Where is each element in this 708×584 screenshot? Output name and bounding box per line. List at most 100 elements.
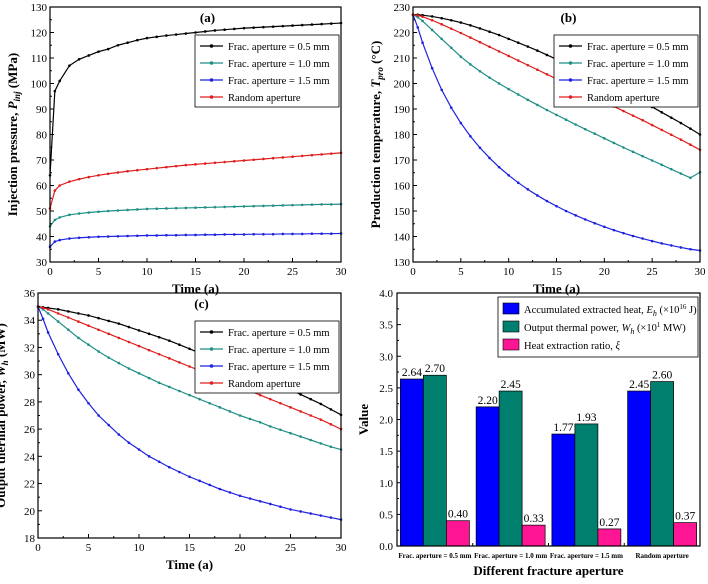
data-point	[87, 235, 91, 239]
bar-value-label: 2.45	[501, 379, 521, 391]
series-line-c-1	[37, 306, 342, 451]
x-tick-label: 5	[96, 266, 102, 278]
data-point	[127, 340, 131, 344]
data-point	[188, 347, 191, 351]
legend-swatch-marker	[209, 95, 214, 99]
data-point	[631, 114, 635, 117]
data-point	[329, 516, 333, 519]
data-point	[299, 393, 302, 396]
data-point	[77, 336, 80, 340]
data-point	[329, 423, 333, 426]
data-point	[56, 352, 60, 356]
data-point	[421, 41, 424, 44]
data-point	[174, 164, 178, 168]
data-point	[41, 306, 45, 310]
data-point	[223, 205, 226, 209]
bar-value-label: 1.77	[553, 422, 573, 434]
data-point	[631, 234, 635, 238]
series-line-b-1	[412, 14, 701, 179]
y-tick-label: 32	[24, 342, 35, 354]
data-point	[310, 23, 314, 26]
data-point	[252, 232, 255, 236]
data-point	[87, 54, 91, 57]
bar-d-s0-c3	[627, 390, 651, 547]
data-point	[478, 27, 482, 30]
data-point	[281, 232, 285, 236]
x-tick-label: 15	[190, 266, 202, 278]
data-point	[291, 203, 294, 207]
y-tick-label: 34	[24, 315, 36, 327]
data-point	[223, 233, 226, 236]
data-point	[87, 343, 90, 347]
data-point	[165, 34, 168, 37]
panel-c: 0 5 10 15 20 25 30 18 20 22 24 26 28 30 32 34 36 Time (a)…	[0, 288, 347, 572]
data-point	[459, 21, 463, 24]
data-point	[147, 348, 151, 352]
bar-value-label: 1.93	[576, 412, 596, 424]
legend-entry: Output thermal power, Wh (×101 MW)	[524, 321, 686, 336]
y-tick-label: 150	[394, 206, 411, 218]
data-point	[97, 235, 100, 239]
x-tick-label: 15	[551, 266, 563, 278]
x-category-label: Frac. aperture = 0.5 mm	[398, 552, 471, 560]
data-point	[271, 204, 275, 207]
series-c-1	[36, 305, 343, 451]
data-point	[233, 159, 236, 163]
data-point	[242, 205, 246, 208]
data-point	[208, 401, 211, 405]
data-point	[689, 247, 692, 251]
bar-value-label: 0.33	[524, 513, 544, 525]
data-point	[320, 153, 323, 156]
legend-swatch-marker	[209, 347, 214, 351]
data-point	[145, 167, 149, 171]
data-point	[679, 138, 683, 141]
data-point	[155, 207, 158, 211]
legend-entry: Random aperture	[228, 379, 301, 390]
y-tick-label: 230	[394, 2, 411, 14]
x-tick-label: 5	[458, 266, 464, 278]
x-tick-label: 10	[503, 266, 515, 278]
data-point	[319, 514, 323, 517]
x-tick-label: 30	[695, 266, 707, 278]
data-point	[262, 25, 265, 29]
data-point	[168, 385, 171, 389]
data-point	[279, 428, 282, 432]
data-point	[77, 57, 81, 61]
data-point	[262, 232, 265, 236]
data-point	[218, 487, 222, 491]
data-point	[252, 158, 255, 162]
data-point	[137, 448, 141, 451]
data-point	[660, 128, 664, 132]
data-point	[309, 397, 313, 401]
data-point	[319, 442, 323, 445]
series-a-3	[48, 151, 343, 210]
data-point	[46, 331, 50, 334]
series-line-b-3	[412, 14, 701, 151]
data-point	[252, 204, 255, 208]
bar-d-s1-c3	[650, 381, 674, 547]
legend-entry: Accumulated extracted heat, Eh (×1016 J)	[524, 303, 697, 318]
data-point	[116, 171, 120, 174]
data-point	[262, 204, 265, 208]
y-tick-label: 220	[394, 28, 411, 40]
data-point	[689, 176, 692, 180]
data-point	[583, 218, 587, 221]
series-a-1	[48, 202, 343, 228]
y-tick-label: 22	[24, 479, 35, 491]
legend-swatch-marker	[568, 61, 573, 65]
data-point	[136, 234, 139, 238]
y-tick-label: 30	[24, 370, 36, 382]
data-point	[574, 123, 577, 126]
data-point	[320, 22, 323, 26]
data-point	[271, 156, 275, 160]
data-point	[603, 137, 606, 140]
bar-d-s0-c0	[400, 378, 424, 547]
panel-b: 0 5 10 15 20 25 30 130 140 150 160 170 180 190 200 210 2…	[368, 2, 706, 296]
data-point	[516, 41, 520, 44]
data-point	[56, 320, 60, 323]
y-tick-label: 0.5	[379, 509, 393, 521]
data-point	[269, 502, 272, 506]
data-point	[330, 22, 333, 25]
data-point	[145, 234, 149, 237]
